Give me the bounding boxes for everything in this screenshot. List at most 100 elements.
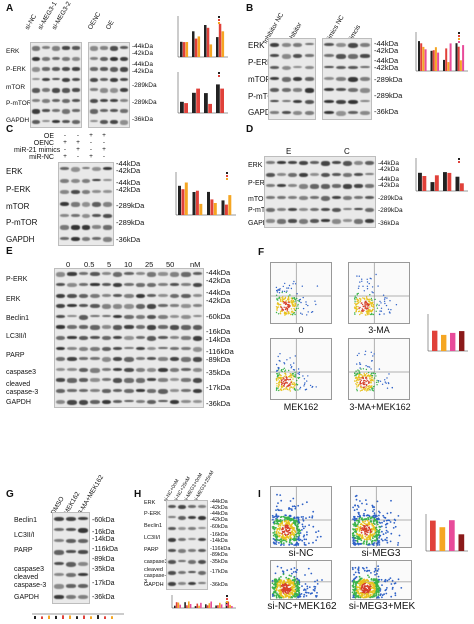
flow-event: [352, 586, 355, 589]
kda-label: -44kDa: [206, 288, 231, 297]
sign: -: [102, 139, 106, 146]
flow-event: [353, 519, 356, 521]
panel-a-bar-chart-2: [172, 70, 230, 118]
kda-label: -42kDa: [116, 185, 141, 194]
flow-event: [288, 541, 291, 544]
flow-event: [272, 595, 274, 597]
blot-band: [67, 357, 77, 361]
blot-band: [320, 219, 330, 222]
flow-event: [276, 369, 278, 372]
flow-event: [373, 353, 375, 355]
flow-event: [287, 385, 289, 387]
flow-event: [371, 379, 374, 382]
flow-event: [357, 582, 360, 585]
flow-event: [356, 275, 358, 277]
row-label-p-mtor: P-mTOR: [248, 92, 280, 101]
blot-band: [348, 99, 358, 104]
flow-event: [278, 385, 280, 387]
flow-event: [278, 296, 281, 298]
flow-event: [366, 375, 368, 378]
flow-event: [378, 544, 381, 546]
flow-event: [365, 384, 368, 387]
blot-band: [348, 54, 358, 59]
flow-event: [293, 505, 296, 508]
flow-event: [367, 590, 369, 593]
flow-event: [294, 507, 297, 510]
bar: [437, 52, 440, 71]
kda-label: -60kDa: [92, 517, 115, 524]
flow-event: [388, 373, 390, 375]
flow-event: [360, 539, 363, 542]
flow-event: [386, 536, 388, 539]
flow-event: [292, 534, 295, 537]
row-label-p-erk: P-ERK: [248, 180, 270, 187]
blot-band: [158, 336, 168, 339]
flow-event: [303, 595, 305, 598]
blot-band: [90, 314, 100, 318]
flow-event: [293, 381, 295, 384]
blot-band: [158, 346, 168, 350]
blot-band: [103, 178, 113, 182]
flow-event: [386, 387, 389, 389]
flow-event: [367, 518, 370, 521]
flow-event: [367, 371, 370, 374]
flow-event: [373, 593, 376, 595]
blot-band: [59, 225, 69, 231]
flow-event: [273, 533, 276, 536]
kda-label: -44kDa: [210, 511, 228, 517]
mini-chart: [32, 613, 124, 619]
flow-event: [373, 372, 375, 375]
blot-band: [169, 314, 180, 319]
flow-event: [288, 516, 290, 519]
flow-event: [360, 523, 363, 525]
blot-band: [61, 98, 71, 104]
flow-event: [296, 577, 299, 580]
blot-band: [90, 378, 100, 382]
flow-event: [356, 523, 359, 526]
flow-event: [275, 579, 278, 581]
flow-event: [296, 297, 298, 300]
flow-event: [371, 516, 373, 519]
flow-event: [378, 536, 380, 539]
flow-event: [306, 533, 308, 536]
mini-chart: [415, 32, 468, 72]
flow-event: [282, 586, 285, 589]
flow-event: [366, 372, 368, 375]
flow-event: [289, 515, 292, 518]
flow-event: [281, 299, 283, 301]
flow-event: [371, 528, 374, 531]
flow-event: [296, 569, 299, 571]
flow-event: [277, 539, 280, 541]
flow-event: [285, 376, 287, 378]
blot-band: [304, 111, 314, 116]
flow-event: [373, 589, 376, 592]
flow-event: [356, 525, 359, 528]
flow-event: [376, 523, 379, 526]
flow-event: [283, 380, 285, 383]
flow-event: [365, 376, 367, 378]
blot-band: [124, 399, 134, 403]
flow-event: [356, 519, 359, 522]
blot-band: [119, 67, 129, 72]
flow-event: [280, 499, 283, 502]
blot-band: [360, 65, 370, 69]
flow-event: [275, 587, 278, 590]
blot-b-left: [268, 38, 316, 120]
flow-event: [366, 288, 369, 290]
blot-band: [331, 160, 341, 164]
blot-band: [67, 399, 77, 405]
flow-event: [276, 373, 278, 375]
flow-event: [380, 578, 383, 581]
flow-event: [290, 287, 293, 290]
kda-label: -35kDa: [206, 368, 231, 377]
blot-band: [90, 282, 100, 286]
flow-event: [354, 312, 356, 314]
flow-event: [369, 389, 371, 391]
blot-band: [90, 325, 100, 330]
flow-scatter: [271, 487, 331, 547]
flow-event: [378, 368, 381, 370]
bar: [196, 88, 200, 113]
flow-event: [384, 381, 386, 383]
blot-band: [99, 56, 109, 62]
flow-event: [271, 582, 274, 585]
